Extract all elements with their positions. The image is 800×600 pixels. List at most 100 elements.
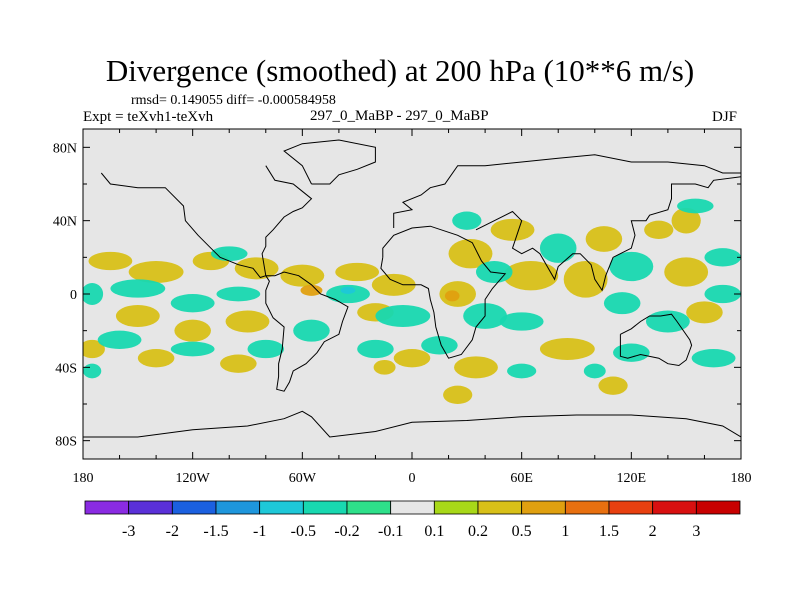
field-blob xyxy=(454,356,498,379)
field-blob xyxy=(220,354,257,373)
colorbar-label: -1.5 xyxy=(203,523,228,540)
colorbar-swatch xyxy=(346,500,392,515)
field-blob xyxy=(499,312,544,331)
x-tick-label: 60E xyxy=(510,471,533,486)
field-blob xyxy=(174,319,211,342)
field-blob xyxy=(704,248,741,267)
field-blob xyxy=(83,283,104,305)
field-blob xyxy=(335,262,380,282)
x-tick-label: 120W xyxy=(176,471,211,486)
colorbar-swatch xyxy=(433,500,479,515)
field-blob xyxy=(375,305,431,327)
field-blob xyxy=(170,341,215,357)
field-blob xyxy=(585,226,623,252)
field-blob xyxy=(677,198,714,214)
x-tick-label: 60W xyxy=(289,471,317,486)
colorbar-swatch xyxy=(477,500,523,515)
field-blob xyxy=(686,301,723,324)
field-blob xyxy=(539,233,577,263)
colorbar-label: 1.5 xyxy=(599,523,619,540)
chart-title: Divergence (smoothed) at 200 hPa (10**6 … xyxy=(105,53,695,88)
x-tick-label: 0 xyxy=(409,471,416,486)
field-blob xyxy=(137,349,175,368)
colorbar-label: -2 xyxy=(166,523,179,540)
x-tick-label: 120E xyxy=(617,471,647,486)
colorbar-label: -0.2 xyxy=(334,523,359,540)
colorbar-swatch xyxy=(564,500,610,515)
colorbar-label: -0.1 xyxy=(378,523,403,540)
field-blob xyxy=(371,273,416,296)
coastline xyxy=(265,271,349,392)
field-blob xyxy=(691,349,736,368)
colorbar-swatch xyxy=(128,500,173,515)
field-blob xyxy=(357,339,394,359)
field-blob xyxy=(421,336,458,355)
coastline xyxy=(261,165,313,276)
field-blob xyxy=(393,349,431,368)
field-blob xyxy=(115,305,160,327)
y-tick-label: 80S xyxy=(55,435,77,450)
coastline xyxy=(475,176,741,292)
coastline xyxy=(619,313,693,367)
coastline xyxy=(283,139,376,185)
coastline xyxy=(393,154,741,228)
field-blob xyxy=(216,286,261,302)
field-blob xyxy=(247,339,285,359)
colorbar-label: 0.1 xyxy=(424,523,444,540)
field-blob xyxy=(609,251,654,282)
field-blob xyxy=(110,279,166,298)
x-tick-label: 180 xyxy=(73,471,94,486)
field-blob xyxy=(444,290,460,302)
y-tick-label: 80N xyxy=(53,141,77,156)
colorbar-label: 1 xyxy=(561,523,569,540)
colorbar-swatch xyxy=(259,500,304,515)
y-tick-label: 40N xyxy=(53,215,77,230)
colorbar-label: -1 xyxy=(253,523,266,540)
field-blob xyxy=(83,363,102,379)
y-tick-label: 40S xyxy=(55,361,77,376)
field-blob xyxy=(170,294,215,313)
coastlines xyxy=(83,139,741,438)
field-blob xyxy=(128,261,184,283)
coastline xyxy=(100,172,266,279)
field-blob xyxy=(234,257,279,280)
colorbar-label: 3 xyxy=(692,523,700,540)
x-tick-label: 180 xyxy=(731,471,752,486)
season-label: DJF xyxy=(712,109,738,125)
field-blob xyxy=(340,286,356,295)
colorbar-swatch xyxy=(695,500,741,515)
field-blob xyxy=(583,363,606,379)
field-blob xyxy=(293,319,330,342)
field-blob xyxy=(97,330,142,350)
colorbar-swatch xyxy=(521,500,566,515)
field-blob xyxy=(539,338,595,360)
field-blob xyxy=(490,218,535,241)
coastline xyxy=(83,410,741,438)
stats-text: rmsd= 0.149055 diff= -0.000584958 xyxy=(131,93,336,108)
field-blob xyxy=(664,257,709,287)
colorbar-label: 0.2 xyxy=(468,523,488,540)
y-tick-label: 0 xyxy=(70,288,77,303)
field-blob xyxy=(704,284,741,304)
field-blob xyxy=(83,339,105,359)
field-blob xyxy=(563,261,608,298)
field-blob xyxy=(300,284,323,296)
field-blob xyxy=(645,310,690,333)
field-blob xyxy=(598,376,628,395)
field-blob xyxy=(507,363,537,379)
experiment-label: Expt = teXvh1-teXvh xyxy=(83,109,214,125)
colorbar-swatch xyxy=(171,500,217,515)
colorbar-swatch xyxy=(215,500,261,515)
field-blob xyxy=(373,360,396,375)
colorbar-label: -0.5 xyxy=(291,523,316,540)
field-blob xyxy=(452,211,482,230)
field-blob xyxy=(225,310,270,333)
field-blob xyxy=(644,220,674,239)
colorbar-label: 0.5 xyxy=(512,523,532,540)
colorbar-label: 2 xyxy=(649,523,657,540)
plot-background xyxy=(83,129,741,459)
field-blob xyxy=(443,385,473,405)
colorbar-swatch xyxy=(652,500,697,515)
field-blob xyxy=(603,292,641,315)
